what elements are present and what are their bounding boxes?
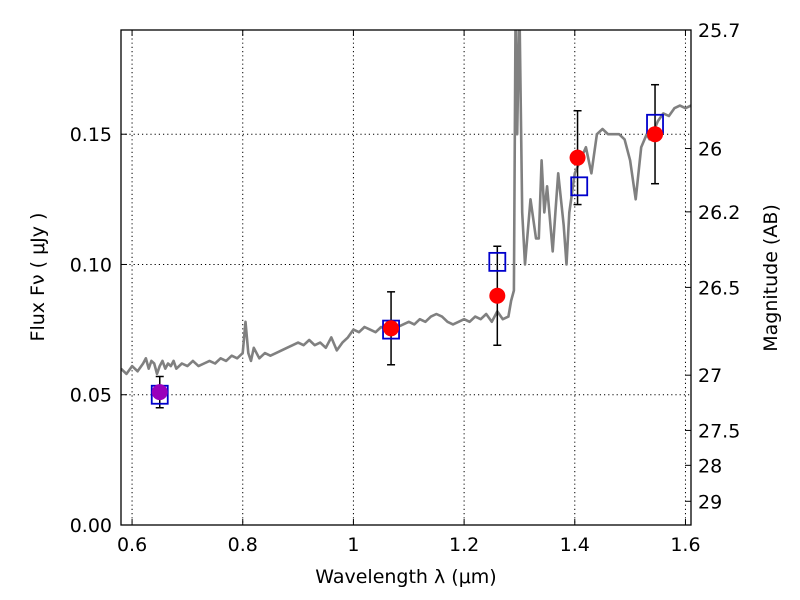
y2-tick-label: 27.5 bbox=[698, 420, 740, 442]
observed-flux-point bbox=[647, 126, 664, 143]
y2-tick-label: 29 bbox=[698, 491, 722, 513]
y2-tick-label: 26 bbox=[698, 139, 722, 161]
y-tick-label: 0.15 bbox=[70, 124, 112, 146]
y2-tick-label: 25.7 bbox=[698, 20, 740, 42]
axis-ticks: 0.6 0.8 1 1.2 1.4 1.6 0.00 0.05 0.10 0.15 25.7 26 26… bbox=[70, 20, 741, 556]
y-tick-label: 0.00 bbox=[70, 515, 112, 537]
y-tick-label: 0.05 bbox=[70, 385, 112, 407]
x-axis-label: Wavelength λ (μm) bbox=[315, 566, 496, 588]
y2-axis-label: Magnitude (AB) bbox=[760, 204, 782, 352]
observed-flux-point bbox=[489, 287, 506, 304]
x-tick-label: 0.6 bbox=[117, 534, 147, 556]
y2-tick-label: 27 bbox=[698, 365, 722, 387]
y2-tick-label: 26.5 bbox=[698, 277, 740, 299]
y2-tick-label: 28 bbox=[698, 455, 722, 477]
x-tick-label: 1 bbox=[347, 534, 359, 556]
observed-flux-point bbox=[569, 149, 586, 166]
y-axis-label: Flux Fν ( μJy ) bbox=[27, 213, 49, 342]
model-flux-square bbox=[570, 176, 589, 197]
x-tick-label: 1.4 bbox=[560, 534, 590, 556]
y2-tick-label: 26.2 bbox=[698, 202, 740, 224]
x-tick-label: 0.8 bbox=[228, 534, 258, 556]
spectrum-layer bbox=[121, 30, 691, 376]
plot-frame bbox=[120, 29, 692, 526]
observed-flux-point bbox=[151, 384, 168, 401]
observed-marker-layer bbox=[151, 126, 664, 401]
model-spectrum-line bbox=[121, 30, 691, 376]
y-tick-label: 0.10 bbox=[70, 254, 112, 276]
model-flux-square bbox=[488, 251, 507, 272]
x-tick-label: 1.2 bbox=[449, 534, 479, 556]
observed-flux-point bbox=[383, 320, 400, 337]
x-tick-label: 1.6 bbox=[670, 534, 700, 556]
